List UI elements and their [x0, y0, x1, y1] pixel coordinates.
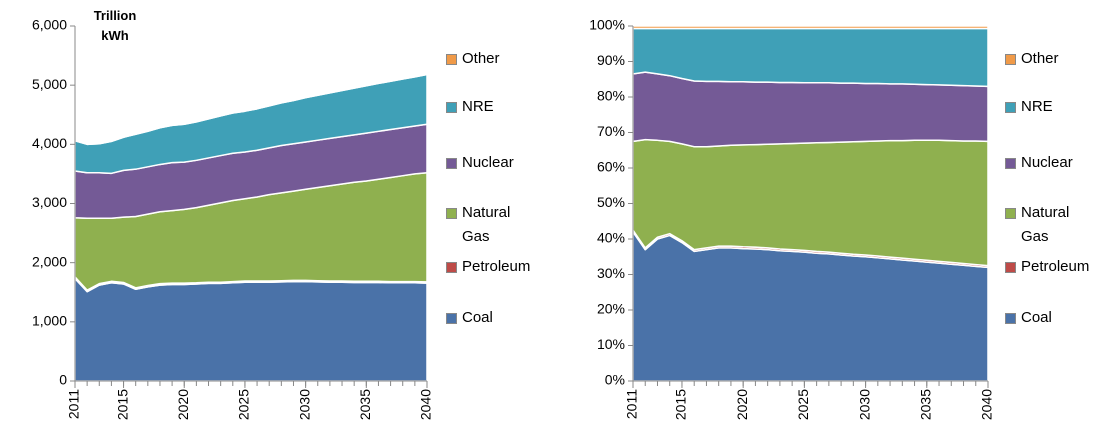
area [632, 25, 989, 30]
y-tick-label: 100% [589, 17, 625, 33]
legend-label: Petroleum [1021, 258, 1090, 275]
legend-label: Coal [462, 309, 493, 326]
y-tick-label: 40% [597, 230, 625, 246]
x-tick-label: 2030 [296, 389, 312, 420]
y-tick-label: 5,000 [32, 76, 67, 92]
y-tick-label: 10% [597, 336, 625, 352]
x-tick-label: 2035 [357, 389, 373, 420]
y-tick-label: 1,000 [32, 313, 67, 329]
x-tick-label: 2040 [979, 389, 995, 420]
legend-label: Natural Gas [1021, 204, 1070, 245]
x-tick-label: 2015 [673, 389, 689, 420]
legend-label: NRE [1021, 98, 1053, 115]
legend-label: Nuclear [1021, 154, 1073, 171]
y-tick-label: 50% [597, 194, 625, 210]
legend-label: Petroleum [462, 258, 531, 275]
y-tick-label: 0% [605, 372, 625, 388]
legend-item: Petroleum [1005, 255, 1115, 279]
legend-swatch [1005, 102, 1016, 113]
legend-label: Other [462, 50, 500, 67]
y-tick-label: 80% [597, 88, 625, 104]
legend-swatch [1005, 208, 1016, 219]
x-tick-label: 2035 [917, 389, 933, 420]
legend-swatch [1005, 313, 1016, 324]
y-tick-label: 90% [597, 52, 625, 68]
legend-label: Nuclear [462, 154, 514, 171]
x-tick-label: 2040 [418, 389, 434, 420]
legend-swatch [446, 208, 457, 219]
y-tick-label: 2,000 [32, 253, 67, 269]
legend-item: NRE [1005, 95, 1115, 119]
area [74, 73, 428, 146]
y-tick-label: 70% [597, 123, 625, 139]
legend-item: Other [1005, 47, 1115, 71]
x-tick-label: 2020 [734, 389, 750, 420]
x-tick-label: 2011 [624, 389, 640, 419]
legend-item: Other [446, 47, 556, 71]
y-tick-label: 30% [597, 265, 625, 281]
legend-swatch [446, 158, 457, 169]
legend-label: Coal [1021, 309, 1052, 326]
y-tick-label: 6,000 [32, 17, 67, 33]
x-tick-label: 2011 [66, 389, 82, 419]
legend-item: Coal [1005, 306, 1115, 330]
legend-item: Nuclear [1005, 151, 1115, 175]
x-tick-label: 2030 [856, 389, 872, 420]
legend-label: NRE [462, 98, 494, 115]
x-tick-label: 2020 [175, 389, 191, 420]
legend-swatch [446, 54, 457, 65]
y-tick-label: 20% [597, 301, 625, 317]
y-tick-label: 4,000 [32, 135, 67, 151]
area [74, 277, 428, 382]
legend-swatch [1005, 262, 1016, 273]
y-axis-unit: Trillion kWh [93, 8, 137, 43]
legend-label: Other [1021, 50, 1059, 67]
area [632, 27, 989, 88]
legend-item: Petroleum [446, 255, 556, 279]
legend-swatch [1005, 54, 1016, 65]
legend-item: Coal [446, 306, 556, 330]
x-tick-label: 2025 [795, 389, 811, 420]
legend-item: Nuclear [446, 151, 556, 175]
legend-item: NRE [446, 95, 556, 119]
legend-swatch [446, 102, 457, 113]
y-tick-label: 3,000 [32, 194, 67, 210]
legend-item: Natural Gas [446, 201, 556, 249]
x-tick-label: 2015 [114, 389, 130, 420]
x-tick-label: 2025 [236, 389, 252, 420]
y-tick-label: 60% [597, 159, 625, 175]
legend-swatch [446, 313, 457, 324]
legend-swatch [1005, 158, 1016, 169]
legend-label: Natural Gas [462, 204, 511, 245]
legend-swatch [446, 262, 457, 273]
legend-item: Natural Gas [1005, 201, 1115, 249]
y-tick-label: 0 [59, 372, 67, 388]
